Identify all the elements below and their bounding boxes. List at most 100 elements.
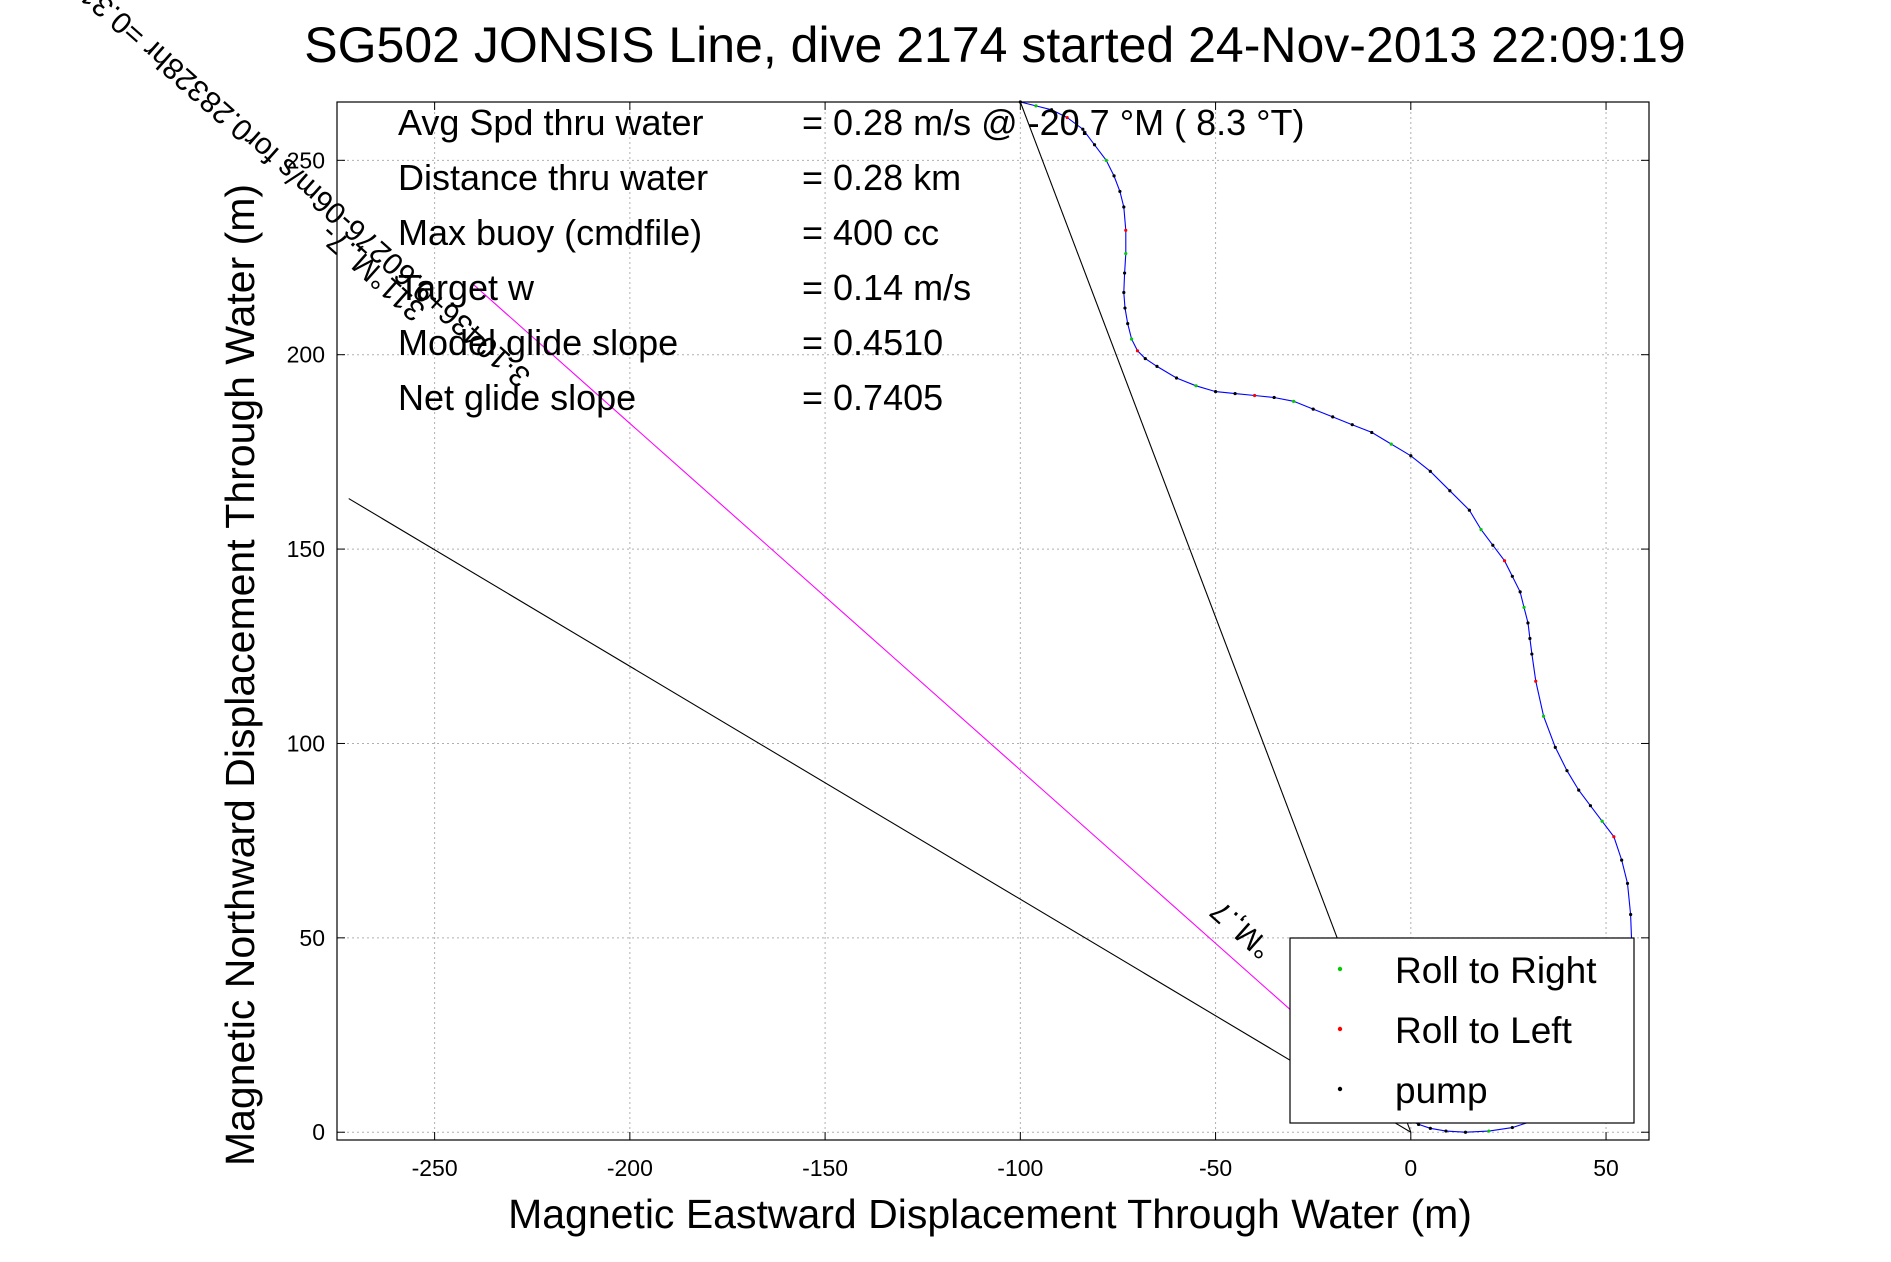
trajectory-point [1518, 590, 1522, 594]
stat-value: = 0.14 m/s [802, 267, 971, 308]
trajectory-point [1081, 127, 1085, 131]
trajectory-point [1194, 384, 1198, 388]
trajectory-point [1522, 605, 1526, 609]
trajectory-point [1126, 321, 1130, 326]
trajectory-point [1444, 1129, 1448, 1133]
stat-value: = 0.28 km [802, 157, 961, 198]
trajectory-point [1502, 559, 1507, 563]
trajectory-point [1118, 189, 1122, 194]
y-axis-label: Magnetic Northward Displacement Through … [217, 184, 263, 1166]
reference-line [348, 498, 1412, 1133]
trajectory-point [1510, 1125, 1514, 1130]
y-tick-label: 50 [299, 925, 325, 951]
trajectory-point [1092, 143, 1097, 147]
legend-marker [1337, 1086, 1343, 1092]
stat-label: Net glide slope [398, 377, 636, 418]
trajectory-point [1233, 391, 1237, 396]
trajectory-point [1292, 399, 1296, 403]
y-tick-label: 150 [287, 536, 325, 562]
trajectory-point [1526, 621, 1530, 625]
trajectory-point [1612, 835, 1616, 839]
trajectory-point [1104, 158, 1108, 162]
stat-label: Distance thru water [398, 157, 708, 198]
trajectory-point [1491, 543, 1495, 547]
trajectory-point [1553, 745, 1557, 749]
trajectory-point [1123, 306, 1127, 310]
trajectory-point [1629, 912, 1633, 917]
trajectory-point [1577, 788, 1581, 792]
trajectory-point [1541, 714, 1546, 718]
trajectory-point [1174, 376, 1179, 380]
trajectory-point [1253, 393, 1257, 398]
y-tick-label: 100 [287, 730, 325, 756]
trajectory-point [1124, 252, 1128, 256]
legend-marker [1337, 1026, 1343, 1032]
trajectory-point [1143, 356, 1147, 361]
trajectory-point [1479, 528, 1483, 532]
x-tick-label: -150 [802, 1155, 848, 1181]
trajectory-point [1620, 858, 1624, 862]
x-tick-label: 0 [1404, 1155, 1417, 1181]
legend-label: pump [1395, 1070, 1488, 1111]
trajectory-point [1600, 819, 1604, 823]
x-axis-label: Magnetic Eastward Displacement Through W… [508, 1191, 1472, 1237]
y-tick-label: 0 [312, 1119, 325, 1145]
chart-title: SG502 JONSIS Line, dive 2174 started 24-… [304, 17, 1685, 73]
legend-box [1289, 937, 1635, 1124]
trajectory-point [1122, 290, 1126, 295]
x-tick-label: -200 [607, 1155, 653, 1181]
x-tick-label: -250 [412, 1155, 458, 1181]
trajectory-point [1463, 1130, 1468, 1134]
trajectory-point [1417, 1122, 1421, 1127]
x-tick-label: 50 [1593, 1155, 1619, 1181]
trajectory-point [1124, 228, 1128, 232]
trajectory-point [1389, 442, 1393, 446]
trajectory-point [1370, 430, 1374, 435]
trajectory-point [1065, 115, 1069, 120]
y-tick-label: 250 [287, 147, 325, 173]
legend-label: Roll to Right [1395, 950, 1597, 991]
trajectory-point [1510, 574, 1514, 578]
trajectory-point [1155, 364, 1159, 368]
stat-label: Model glide slope [398, 322, 678, 363]
trajectory-point [1467, 508, 1471, 512]
trajectory-point [1350, 423, 1354, 427]
trajectory-point [1130, 337, 1134, 341]
trajectory-point [1428, 469, 1432, 473]
trajectory-point [1331, 415, 1335, 419]
trajectory-point [1122, 271, 1127, 275]
trajectory-point [1487, 1129, 1491, 1133]
trajectory-point [1122, 205, 1126, 209]
trajectory-point [1428, 1126, 1432, 1130]
stat-value: = 0.7405 [802, 377, 943, 418]
trajectory-point [1034, 104, 1038, 108]
trajectory-point [1311, 407, 1315, 411]
y-tick-label: 200 [287, 342, 325, 368]
stat-label: Max buoy (cmdfile) [398, 212, 702, 253]
legend-marker [1337, 966, 1343, 972]
trajectory-point [1625, 881, 1630, 886]
trajectory-point [1588, 804, 1593, 808]
trajectory-point [1565, 769, 1569, 773]
axis-ticks: -250 -200 -150 -100 -50 0 50 0 50 100 150 200 250 [287, 102, 1649, 1181]
trajectory-point [1530, 652, 1534, 656]
trajectory-point [1534, 679, 1538, 683]
dive-stats: Avg Spd thru water = 0.28 m/s @ -20.7 °M … [398, 102, 1305, 418]
reference-line [473, 284, 1412, 1118]
trajectory-point [1448, 489, 1452, 493]
x-tick-label: -100 [997, 1155, 1043, 1181]
stat-value: = 0.4510 [802, 322, 943, 363]
trajectory-point [1213, 390, 1218, 394]
stat-label: Target w [398, 267, 535, 308]
trajectory-point [1049, 108, 1054, 112]
trajectory-point [1112, 174, 1116, 178]
trajectory-point [1272, 395, 1276, 400]
x-tick-label: -50 [1199, 1155, 1232, 1181]
legend: Roll to Right Roll to Left pump [1289, 937, 1635, 1124]
legend-label: Roll to Left [1395, 1010, 1573, 1051]
trajectory-point [1409, 454, 1413, 458]
plot-frame [336, 101, 1650, 1141]
stat-value: = 400 cc [802, 212, 939, 253]
trajectory-point [1135, 349, 1140, 353]
